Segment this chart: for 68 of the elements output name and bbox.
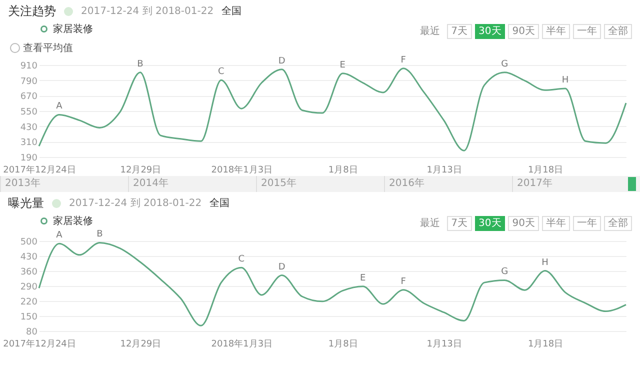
x-tick-label: 1月18日 (528, 340, 564, 350)
text: 90天 (508, 216, 539, 231)
annotation: H (562, 76, 569, 86)
annotation: A (56, 230, 64, 241)
line-series (38, 242, 627, 326)
text: 最近 (419, 216, 442, 231)
x-tick-label: 2018年1月3日 (211, 164, 273, 176)
timeline-slider: 2013年 2014年 2015年 2016年 2017年 (0, 176, 640, 192)
x-tick-label: 2017年12月24日 (3, 164, 76, 176)
x-tick-label: 1月8日 (328, 340, 358, 350)
text: 最近 (419, 24, 442, 39)
text: 7天 (447, 24, 472, 39)
y-tick-label: 430 (20, 252, 38, 262)
line-series (38, 68, 627, 152)
text: 90天 (508, 24, 539, 39)
y-tick-label: 790 (20, 76, 38, 87)
x-tick-label: 1月13日 (426, 340, 462, 350)
chart-subtitle: 2017-12-24 到 2018-01-22 (69, 197, 202, 210)
text: 半年 (542, 216, 570, 231)
annotation: D (278, 56, 286, 66)
x-tick-label: 1月13日 (426, 166, 462, 176)
y-tick-label: 220 (20, 298, 38, 308)
y-tick-label: 550 (20, 108, 38, 118)
y-tick-label: 310 (20, 138, 38, 148)
text: 30天 (474, 24, 506, 39)
x-tick-label: 2018年1月3日 (211, 338, 273, 350)
text: 半年 (542, 24, 570, 39)
text: 查看平均值 (23, 42, 73, 55)
y-tick-label: 290 (20, 282, 38, 292)
text: 全国 (222, 5, 242, 18)
y-tick-label: 910 (20, 62, 38, 72)
y-tick-label: 430 (20, 122, 38, 133)
y-tick-label: 500 (20, 238, 38, 248)
annotation: D (278, 262, 286, 272)
y-tick-label: 190 (20, 154, 38, 164)
y-tick-label: 80 (26, 328, 38, 338)
text: 一年 (573, 24, 601, 39)
x-tick-label: 12月29日 (120, 166, 162, 176)
chart-subtitle: 2017-12-24 到 2018-01-22 (81, 5, 214, 18)
annotation: B (137, 59, 144, 70)
text: 一年 (573, 216, 601, 231)
annotation: C (238, 254, 245, 265)
annotation: F (400, 55, 406, 66)
text: 7天 (447, 216, 472, 231)
y-tick-label: 150 (20, 312, 38, 322)
text: 全部 (604, 24, 632, 39)
chart-title: 曝光量 (8, 194, 44, 212)
x-tick-label: 12月29日 (120, 340, 162, 350)
annotation: A (56, 102, 64, 112)
legend-label: 家居装修 (53, 23, 93, 35)
annotation: C (218, 67, 224, 78)
y-tick-label: 360 (20, 268, 38, 278)
chart-title: 关注趋势 (8, 2, 56, 20)
text: 全部 (604, 216, 632, 231)
annotation: E (360, 273, 366, 284)
x-tick-label: 2017年12月24日 (3, 338, 76, 350)
x-tick-label: 1月8日 (328, 166, 358, 176)
annotation: G (501, 267, 508, 278)
y-tick-label: 670 (20, 92, 38, 102)
annotation: E (340, 60, 346, 70)
x-tick-label: 1月18日 (528, 166, 564, 176)
annotation: G (501, 59, 508, 70)
legend-label: 家居装修 (53, 215, 93, 227)
annotation: B (96, 230, 103, 240)
text: 全国 (210, 197, 230, 210)
annotation: F (400, 276, 406, 287)
text: 30天 (474, 216, 506, 231)
annotation: H (542, 258, 548, 268)
